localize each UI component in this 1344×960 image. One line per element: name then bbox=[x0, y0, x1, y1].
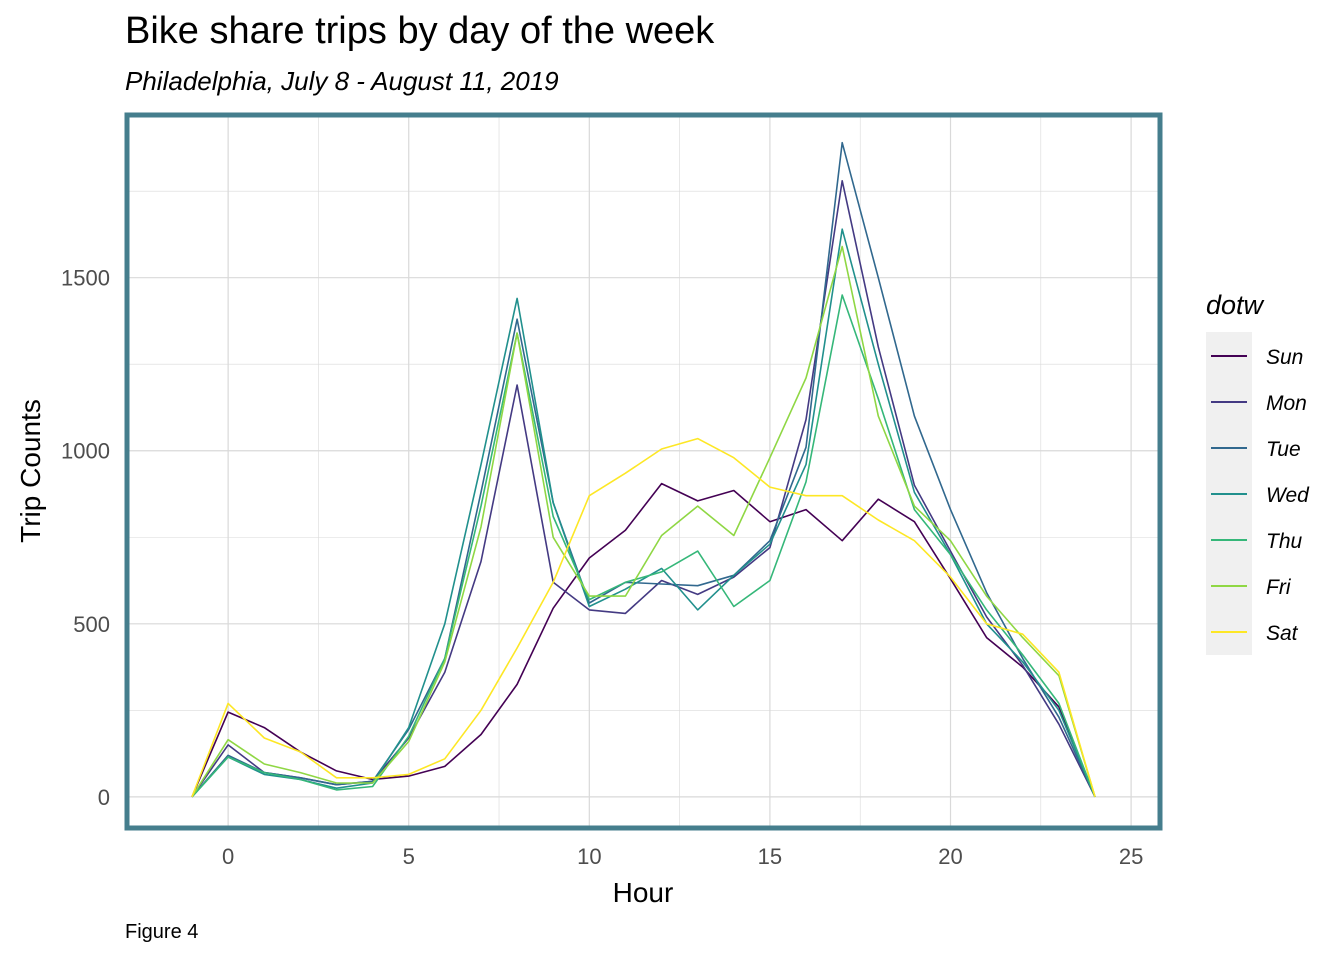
legend-label-thu: Thu bbox=[1266, 530, 1303, 553]
legend-label-tue: Tue bbox=[1266, 438, 1301, 461]
series-line-thu bbox=[191, 294, 1096, 798]
x-tick-label: 10 bbox=[577, 844, 601, 869]
x-tick-label: 20 bbox=[938, 844, 962, 869]
series-line-fri bbox=[191, 245, 1096, 798]
chart-title: Bike share trips by day of the week bbox=[125, 10, 715, 52]
series-line-tue bbox=[191, 141, 1096, 798]
x-tick-label: 0 bbox=[222, 844, 234, 869]
legend-title: dotw bbox=[1206, 290, 1265, 320]
legend-label-mon: Mon bbox=[1266, 392, 1307, 415]
gridlines bbox=[127, 115, 1160, 828]
legend-label-fri: Fri bbox=[1266, 576, 1292, 599]
chart-subtitle: Philadelphia, July 8 - August 11, 2019 bbox=[125, 66, 559, 96]
x-tick-label: 25 bbox=[1119, 844, 1143, 869]
y-tick-label: 1500 bbox=[61, 266, 110, 291]
x-tick-label: 5 bbox=[403, 844, 415, 869]
series-lines bbox=[191, 141, 1096, 798]
legend-label-sat: Sat bbox=[1266, 622, 1299, 645]
series-line-sun bbox=[191, 482, 1096, 798]
series-line-wed bbox=[191, 228, 1096, 798]
y-tick-label: 1000 bbox=[61, 439, 110, 464]
y-tick-label: 500 bbox=[73, 612, 110, 637]
legend-label-wed: Wed bbox=[1266, 484, 1310, 507]
series-line-sat bbox=[191, 437, 1096, 798]
legend-label-sun: Sun bbox=[1266, 346, 1303, 369]
y-axis-title: Trip Counts bbox=[15, 399, 46, 543]
y-tick-label: 0 bbox=[98, 785, 110, 810]
panel-border bbox=[124, 112, 1163, 831]
x-axis-title: Hour bbox=[613, 877, 674, 908]
y-axis-ticks: 0 500 1000 1500 bbox=[61, 266, 110, 810]
legend: dotw Sun Mon Tue Wed Thu Fri Sat bbox=[1206, 290, 1310, 655]
figure-caption: Figure 4 bbox=[125, 921, 199, 943]
x-tick-label: 15 bbox=[758, 844, 782, 869]
series-line-mon bbox=[191, 180, 1096, 798]
legend-items: Sun Mon Tue Wed Thu Fri Sat bbox=[1211, 346, 1310, 645]
x-axis-ticks: 0 5 10 15 20 25 bbox=[222, 844, 1143, 869]
